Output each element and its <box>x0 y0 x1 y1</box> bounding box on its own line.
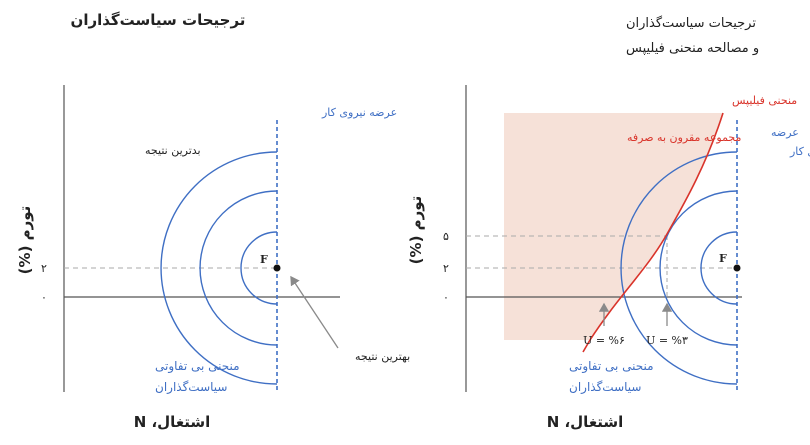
right-tick-0: ۰ <box>443 291 449 304</box>
right-panel-title-line2: و مصالحه منحنی فیلیپس <box>626 41 759 56</box>
right-indifference-curve-middle <box>659 190 738 346</box>
left-panel-title: ترجیحات سیاست‌گذاران <box>71 11 246 29</box>
left-y-axis-label: تورم (%) <box>16 206 34 275</box>
right-point-f-label: F <box>719 252 727 265</box>
phillips-curve-tail <box>582 339 591 353</box>
right-labor-supply-label-line1: عرضه <box>771 126 799 139</box>
left-indifference-curve-outer <box>160 151 278 385</box>
right-labor-supply-label-line2: نیروی کار <box>789 145 810 158</box>
right-indifference-curve-outer <box>620 151 738 385</box>
right-y-axis-label: تورم (%) <box>407 196 425 265</box>
left-point-f <box>273 264 281 272</box>
left-point-f-label: F <box>260 253 268 266</box>
worst-outcome-label: بدترین نتیجه <box>145 144 201 157</box>
u6-label: U = %۶ <box>583 334 625 347</box>
left-tick-2: ۲ <box>41 262 47 275</box>
best-outcome-label: بهترین نتیجه <box>355 350 410 363</box>
left-indifference-label-line1: منحنی بی تفاوتی <box>155 359 240 374</box>
feasible-set-label: مجموعه مقرون به صرفه <box>627 131 742 144</box>
right-x-axis-label: اشتغال، N <box>547 413 624 431</box>
left-indifference-curve-inner <box>240 231 278 305</box>
best-outcome-arrow <box>290 275 339 349</box>
right-indifference-label-line2: سیاست‌گذاران <box>569 380 641 395</box>
right-indifference-curve-inner <box>700 231 738 305</box>
left-labor-supply-label: عرضه نیروی کار <box>321 106 397 119</box>
phillips-curve <box>589 112 724 341</box>
phillips-curve-label: منحنی فیلیپس <box>732 94 797 107</box>
right-indifference-label-line1: منحنی بی تفاوتی <box>569 359 654 374</box>
right-tick-2: ۲ <box>443 262 449 275</box>
left-indifference-label-line2: سیاست‌گذاران <box>155 380 227 395</box>
left-x-axis-label: اشتغال، N <box>134 413 211 431</box>
right-panel: ترجیحات سیاست‌گذاران و مصالحه منحنی فیلی… <box>407 15 810 431</box>
left-tick-0: ۰ <box>41 291 47 304</box>
feasible-set-region <box>504 113 723 340</box>
left-indifference-curve-middle <box>199 190 278 346</box>
left-panel: ترجیحات سیاست‌گذاران F ۲ ۰ تورم (%) اشتغ… <box>16 11 410 431</box>
right-tick-5: ۵ <box>443 230 449 243</box>
right-panel-title-line1: ترجیحات سیاست‌گذاران <box>626 15 756 31</box>
right-point-f <box>733 264 741 272</box>
u3-label: U = %۳ <box>646 334 688 347</box>
